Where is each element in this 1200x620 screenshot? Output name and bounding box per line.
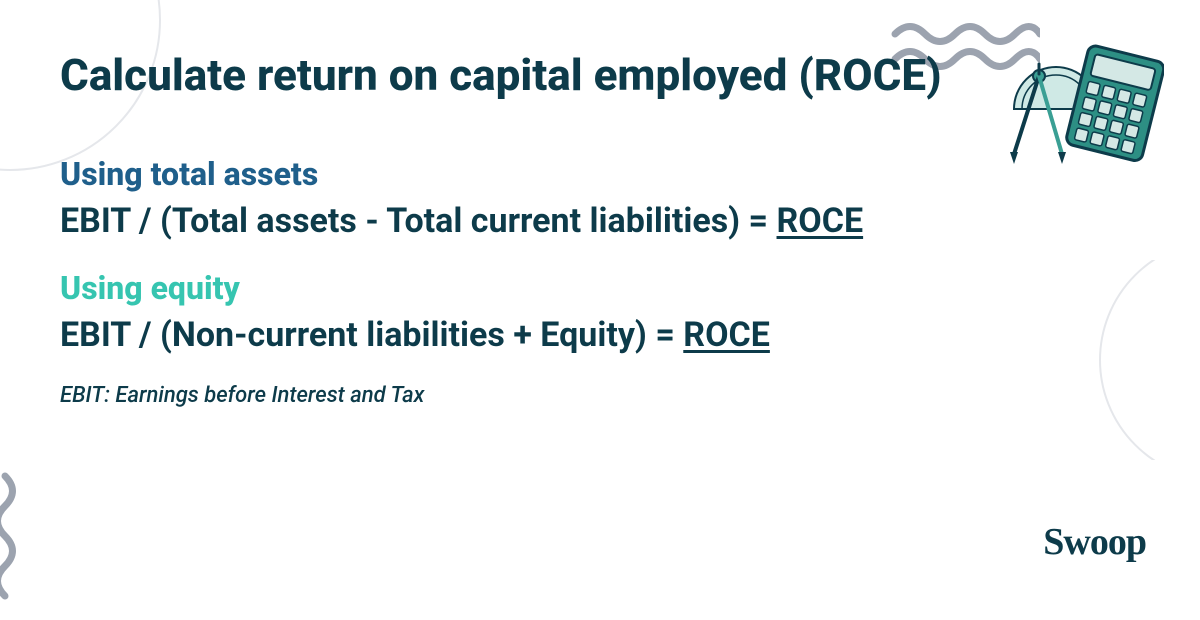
- swoop-logo: Swoop: [1043, 520, 1146, 564]
- method2-result: ROCE: [683, 315, 770, 355]
- content-container: Calculate return on capital employed (RO…: [0, 0, 1200, 448]
- decorative-squiggle-bottom-left: [0, 466, 100, 620]
- footnote-ebit-definition: EBIT: Earnings before Interest and Tax: [60, 383, 1140, 408]
- method1-result: ROCE: [777, 201, 864, 241]
- page-title: Calculate return on capital employed (RO…: [60, 48, 960, 103]
- method2-formula-lhs: EBIT / (Non-current liabilities + Equity…: [60, 315, 683, 355]
- method-total-assets: Using total assets EBIT / (Total assets …: [60, 155, 1140, 241]
- method1-label: Using total assets: [60, 155, 1140, 193]
- method2-formula: EBIT / (Non-current liabilities + Equity…: [60, 315, 1140, 355]
- method-equity: Using equity EBIT / (Non-current liabili…: [60, 269, 1140, 355]
- method1-formula: EBIT / (Total assets - Total current lia…: [60, 201, 1140, 241]
- method2-label: Using equity: [60, 269, 1140, 307]
- method1-formula-lhs: EBIT / (Total assets - Total current lia…: [60, 201, 777, 241]
